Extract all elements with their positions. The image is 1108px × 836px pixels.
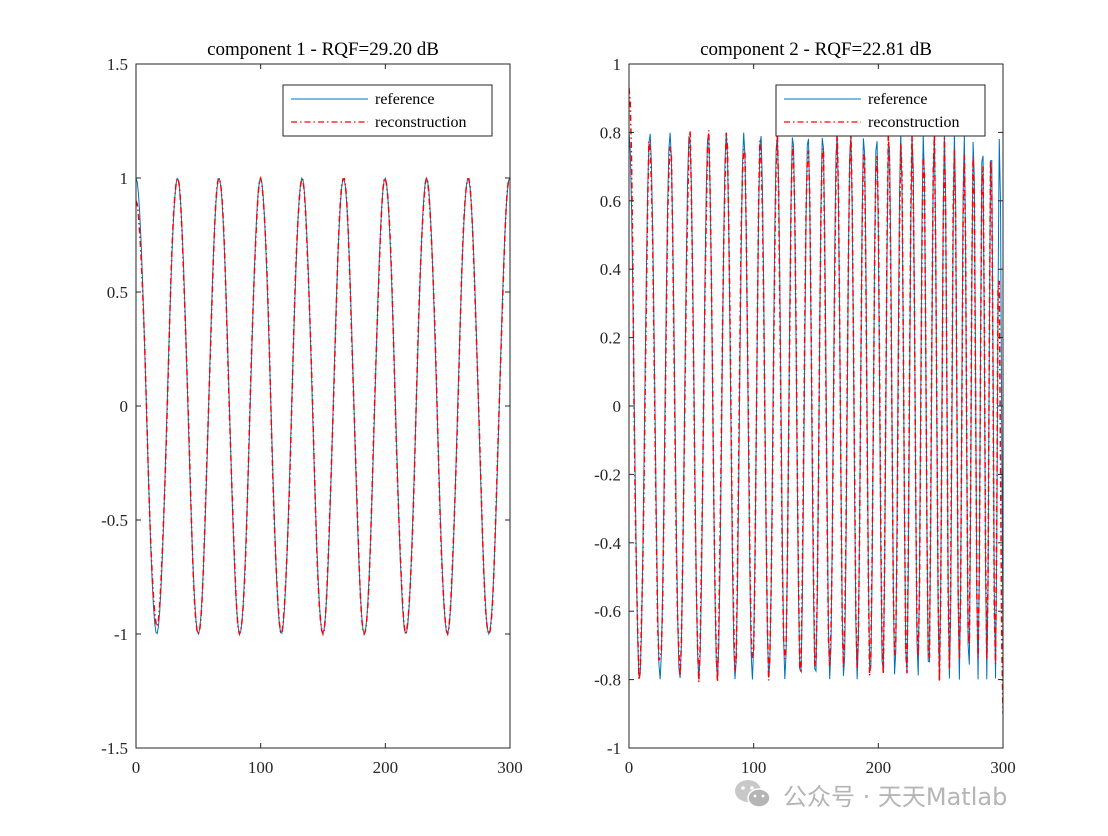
x-tick-label: 200 [866,758,892,777]
watermark-text: 公众号 · 天天Matlab [783,782,1008,811]
x-tick-label: 300 [497,758,523,777]
y-tick-label: 0 [120,397,129,416]
y-tick-label: 1 [120,169,129,188]
y-tick-label: 0.6 [600,192,621,211]
y-tick-label: 0.8 [600,123,621,142]
series-line-reconstruction [136,175,510,637]
subplot-component-2: 0 100 200 300 -1 -0.8 -0.6 -0.4 -0.2 0 0.2 0.4 0.6 0.… [594,39,1016,777]
y-tick-label: 0.5 [107,283,128,302]
x-tick-label: 100 [248,758,274,777]
x-tick-label: 0 [625,758,634,777]
watermark: 公众号 · 天天Matlab [733,776,1007,812]
y-tick-label: 1 [613,55,622,74]
series-line-reconstruction [629,87,1003,714]
chart-title: component 1 - RQF=29.20 dB [207,39,439,60]
x-tick-label: 300 [990,758,1016,777]
legend-label-reference: reference [868,91,928,108]
y-tick-label: -0.4 [594,534,621,553]
x-tick-label: 100 [741,758,767,777]
series-line-reference [629,132,1003,680]
y-tick-label: -0.5 [101,511,128,530]
y-tick-label: -0.8 [594,671,621,690]
plot-area [136,64,510,748]
y-tick-label: 0 [613,397,622,416]
y-tick-label: 0.4 [600,260,622,279]
y-tick-label: -1 [114,625,128,644]
subplot-component-1: 0 100 200 300 -1.5 -1 -0.5 0 0.5 1 1.5 component 1 … [101,39,523,777]
y-tick-label: 1.5 [107,55,128,74]
y-tick-label: -0.2 [594,465,621,484]
wechat-icon [735,780,771,808]
x-tick-label: 200 [373,758,399,777]
legend-box [775,84,986,137]
legend-label-reconstruction: reconstruction [868,114,960,131]
y-tick-label: 0.2 [600,329,621,348]
x-tick-label: 0 [132,758,141,777]
legend-box [282,84,493,137]
legend-label-reconstruction: reconstruction [375,114,467,131]
y-tick-label: -0.6 [594,602,621,621]
chart-title: component 2 - RQF=22.81 dB [700,39,932,60]
legend-label-reference: reference [375,91,435,108]
y-tick-label: -1 [607,739,621,758]
y-tick-label: -1.5 [101,739,128,758]
